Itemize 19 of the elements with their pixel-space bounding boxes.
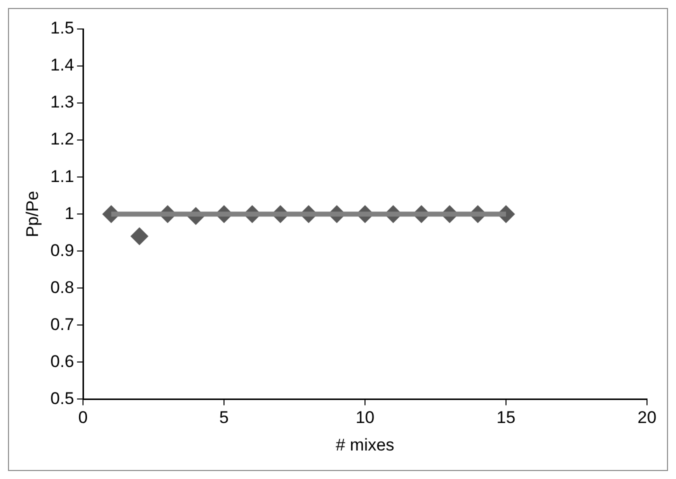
y-tick-label: 0.9 xyxy=(50,240,74,260)
y-tick-label: 0.7 xyxy=(50,314,74,334)
point xyxy=(130,227,148,246)
y-tick-label: 0.8 xyxy=(50,278,74,297)
y-tick-label: 0.6 xyxy=(50,352,74,371)
y-tick-label: 1 xyxy=(64,204,74,223)
y-tick-label: 1.1 xyxy=(50,166,74,186)
y-tick-label: 1.3 xyxy=(50,92,74,112)
x-axis-title: # mixes xyxy=(336,435,394,454)
x-tick-label: 15 xyxy=(496,408,516,428)
y-tick-label: 1.5 xyxy=(50,18,74,38)
x-tick-label: 10 xyxy=(356,408,374,428)
x-tick-label: 5 xyxy=(219,408,229,428)
y-tick-label: 1.4 xyxy=(50,56,74,75)
x-tick-label: 20 xyxy=(638,408,656,428)
y-tick-label: 1.2 xyxy=(50,130,74,149)
y-tick-label: 0.5 xyxy=(50,388,74,408)
y-axis-title: Pp/Pe xyxy=(22,190,42,238)
x-tick-label: 0 xyxy=(78,408,88,428)
